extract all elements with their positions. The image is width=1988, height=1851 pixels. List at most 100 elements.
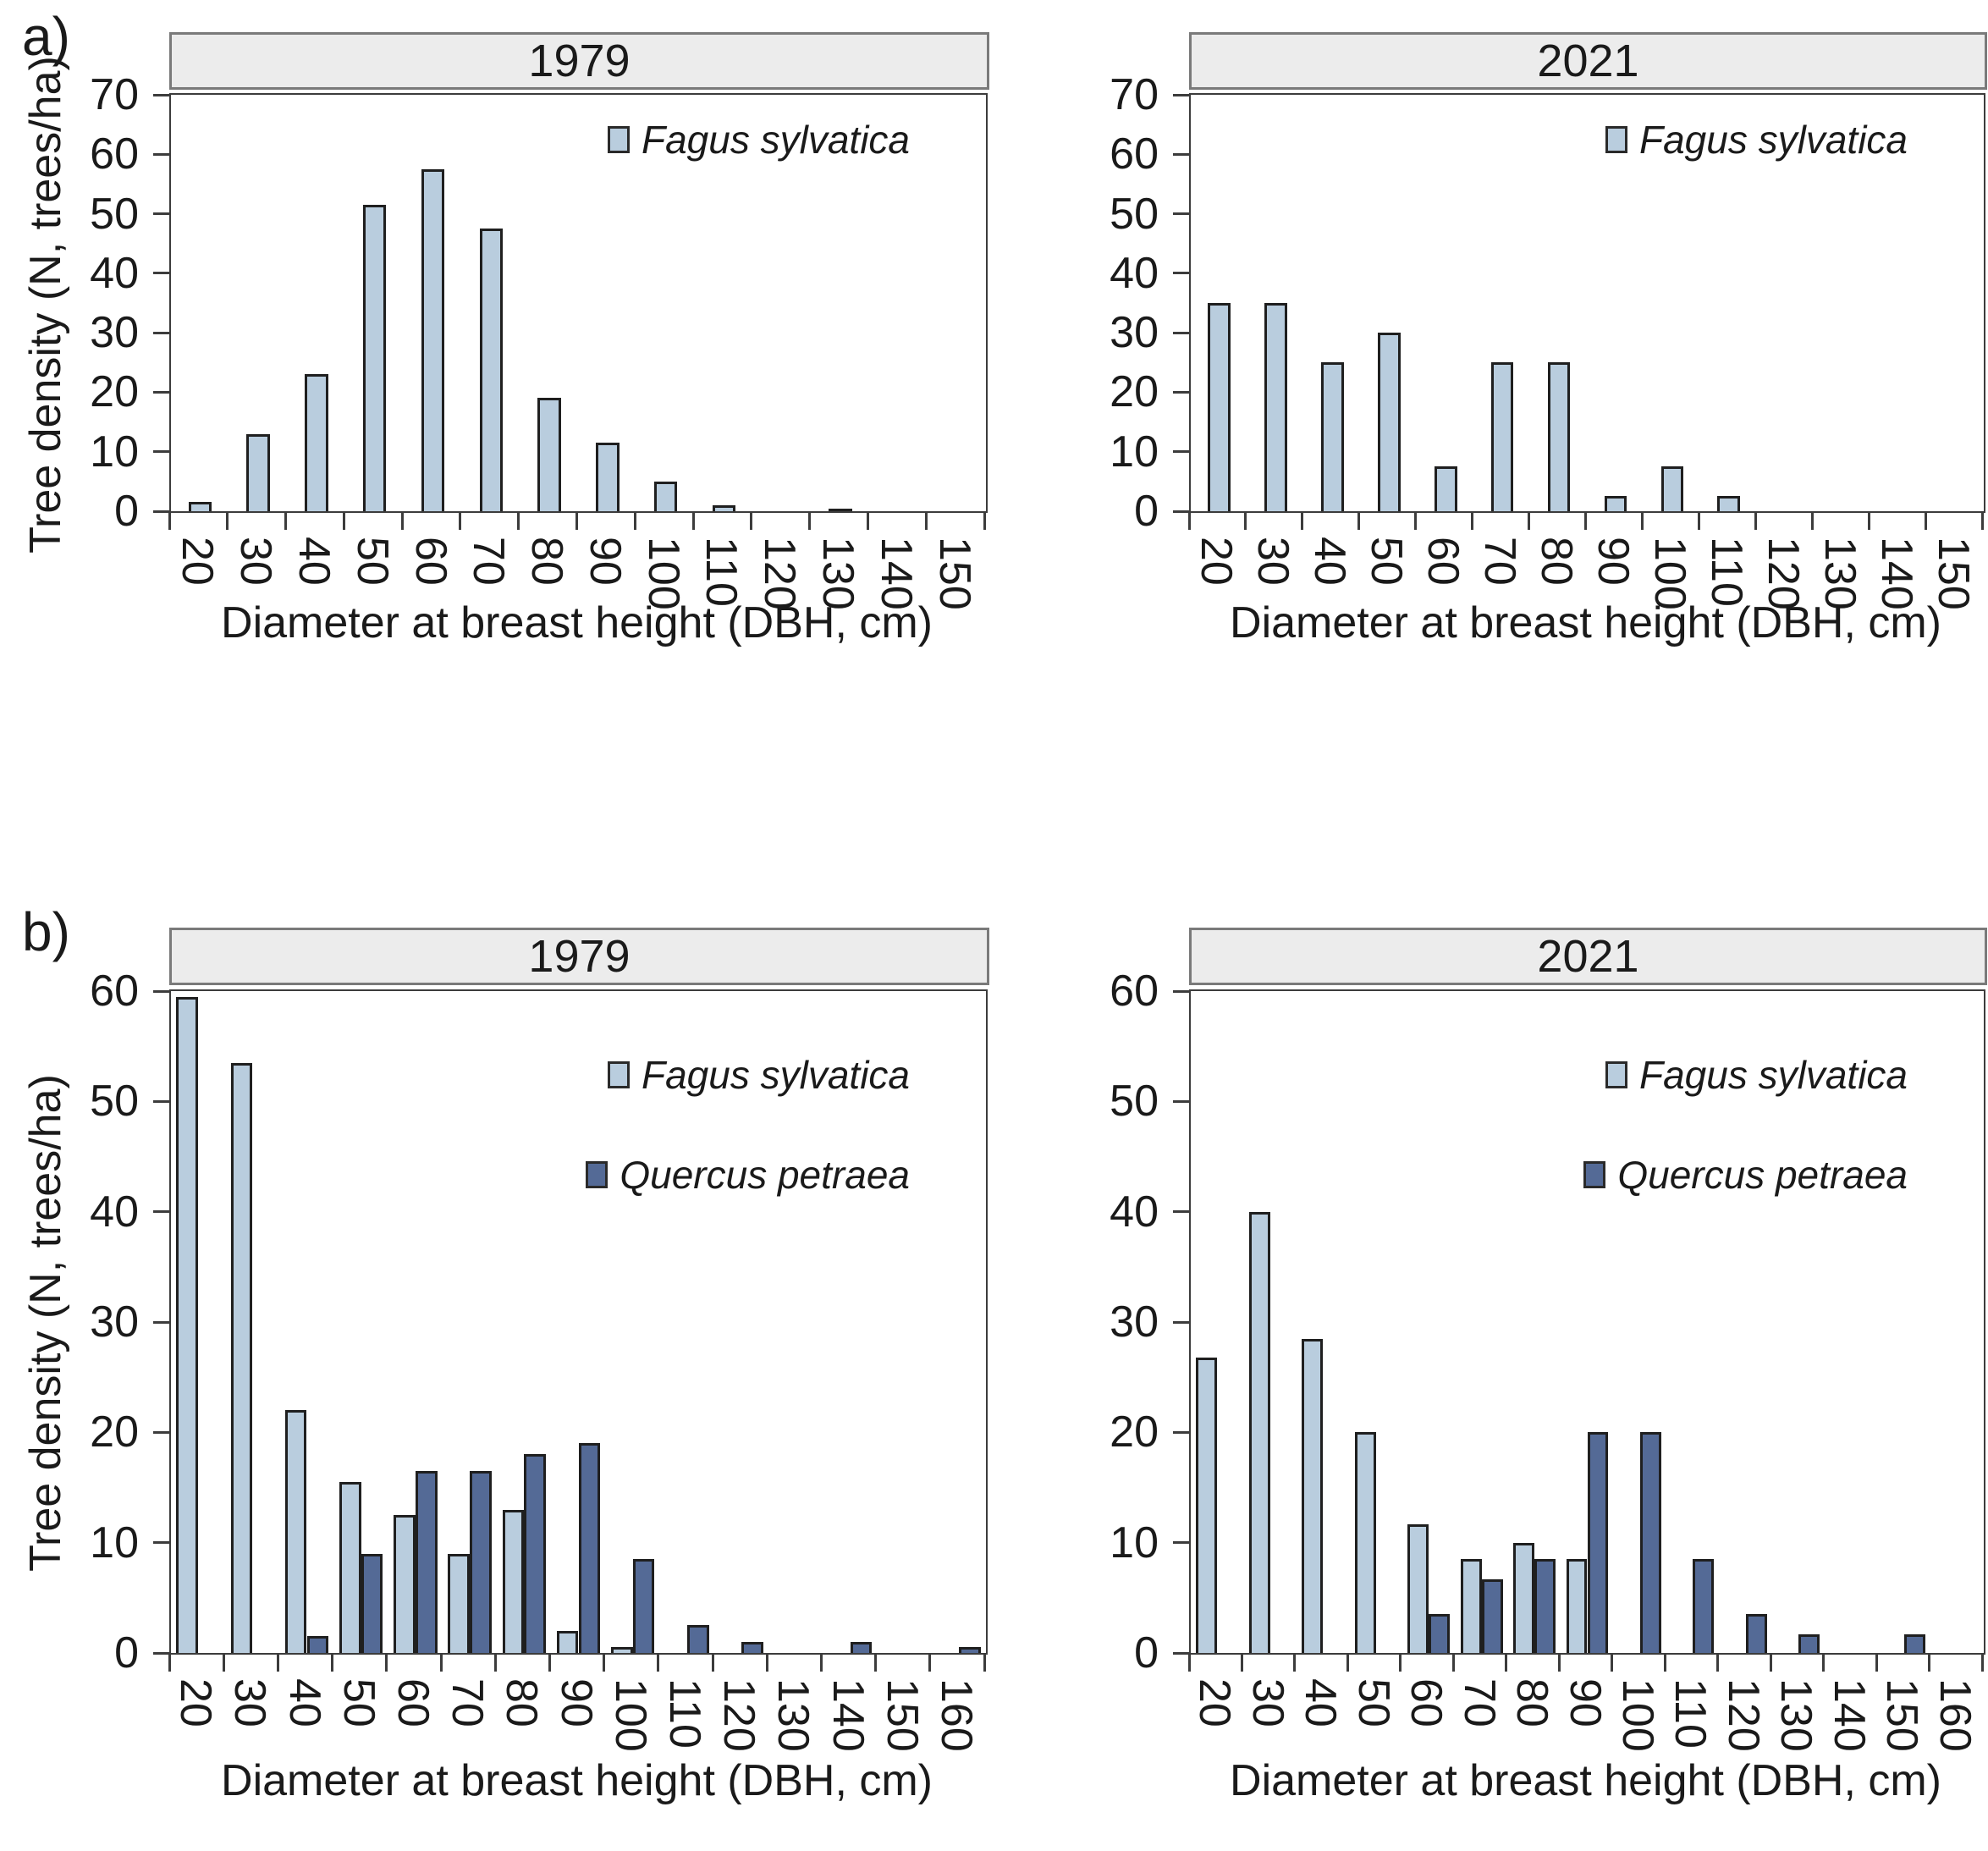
y-tick: [153, 272, 169, 275]
x-tick: [657, 1655, 660, 1672]
y-tick-label: 30: [90, 308, 139, 358]
x-tick-label: 40: [1296, 1678, 1346, 1727]
bar: [1604, 496, 1627, 511]
x-tick: [1244, 513, 1247, 530]
bar: [632, 1559, 655, 1653]
bar: [1566, 1559, 1588, 1653]
bar: [306, 1636, 329, 1653]
x-tick-label: 110: [659, 1678, 709, 1749]
y-tick: [153, 1541, 169, 1545]
legend: Fagus sylvatica Quercus petraea: [586, 1052, 910, 1198]
x-tick: [1414, 513, 1418, 530]
x-tick-label: 150: [877, 1678, 927, 1752]
x-tick: [1505, 1655, 1508, 1672]
x-tick-label: 70: [1475, 537, 1525, 586]
bar: [1264, 303, 1287, 511]
panel-title: 2021: [1537, 931, 1639, 982]
x-tick-label: 70: [464, 537, 514, 586]
x-tick: [691, 513, 695, 530]
y-tick-label: 70: [90, 70, 139, 119]
x-tick: [1716, 1655, 1720, 1672]
x-tick: [517, 513, 520, 530]
x-tick-label: 120: [714, 1678, 764, 1752]
y-tick-label: 20: [90, 1408, 139, 1457]
legend-swatch-icon: [1605, 1061, 1627, 1088]
legend-entry: Quercus petraea: [586, 1152, 910, 1198]
bar: [361, 1553, 383, 1653]
y-tick-label: 60: [90, 129, 139, 179]
y-tick-label: 10: [90, 427, 139, 477]
row-a: a) Tree density (N, trees/ha) 1979 Fagus…: [0, 0, 1988, 894]
y-tick: [1173, 1430, 1189, 1434]
bar: [1513, 1542, 1535, 1653]
x-tick-label: 50: [347, 537, 397, 586]
y-tick-label: 30: [1110, 1297, 1159, 1347]
x-tick: [983, 513, 986, 530]
x-tick: [1611, 1655, 1614, 1672]
bar: [1717, 496, 1741, 511]
x-tick: [1187, 513, 1191, 530]
y-tick: [153, 1210, 169, 1214]
x-tick: [548, 1655, 551, 1672]
y-tick-label: 60: [90, 967, 139, 1016]
legend-swatch-icon: [607, 1061, 630, 1088]
x-tick: [276, 1655, 279, 1672]
y-tick-label: 40: [90, 248, 139, 298]
x-tick: [168, 513, 171, 530]
x-tick-label: 90: [551, 1678, 601, 1727]
x-tick-label: 150: [1877, 1678, 1927, 1752]
bar: [829, 508, 852, 511]
bar: [188, 502, 212, 511]
y-tick: [153, 989, 169, 993]
x-tick: [750, 513, 753, 530]
bar: [479, 229, 504, 511]
x-tick-label: 130: [768, 1678, 818, 1752]
x-tick: [1663, 1655, 1666, 1672]
x-tick: [493, 1655, 497, 1672]
x-tick-label: 50: [1348, 1678, 1398, 1727]
x-tick: [1875, 1655, 1878, 1672]
y-tick-label: 30: [1110, 308, 1159, 358]
x-tick: [385, 1655, 388, 1672]
x-tick-label: 140: [1824, 1678, 1874, 1752]
x-tick: [331, 1655, 334, 1672]
y-tick-label: 50: [90, 1077, 139, 1127]
bar: [1377, 333, 1401, 511]
x-tick: [866, 513, 869, 530]
panel-a-2021: 2021 Fagus sylvatica 0 10 20 30 40 50 60 70 20 3…: [1109, 0, 1988, 894]
x-tick: [342, 513, 345, 530]
x-tick: [1810, 513, 1814, 530]
y-tick-label: 60: [1110, 129, 1159, 179]
bar: [246, 433, 270, 511]
plot-area: Fagus sylvatica 0 10 20 30 40 50 60 70: [1110, 72, 1985, 534]
y-tick: [1173, 1320, 1189, 1324]
x-tick-label: 20: [1190, 1678, 1240, 1727]
bar: [362, 205, 387, 511]
row-b-label: b): [22, 901, 70, 962]
legend-entry: Fagus sylvatica: [1605, 117, 1908, 163]
x-tick: [1769, 1655, 1772, 1672]
x-tick: [765, 1655, 768, 1672]
y-tick-label: 40: [1110, 1187, 1159, 1237]
y-tick: [1173, 1541, 1189, 1545]
y-tick: [1173, 390, 1189, 394]
bar: [1693, 1559, 1715, 1653]
x-tick-label: 120: [1718, 1678, 1768, 1752]
bar: [1429, 1614, 1451, 1653]
bar: [686, 1625, 709, 1653]
bar: [1660, 466, 1684, 511]
x-tick: [1867, 513, 1870, 530]
x-tick-label: 40: [279, 1678, 329, 1727]
row-b: b) Tree density (N, trees/ha) 1979 Fagus…: [0, 895, 1988, 1851]
bar: [1904, 1633, 1926, 1653]
bar: [1248, 1211, 1270, 1653]
x-tick: [1822, 1655, 1826, 1672]
x-tick: [222, 1655, 225, 1672]
panel-title-band: 2021: [1189, 32, 1987, 90]
legend-swatch-icon: [586, 1161, 609, 1188]
legend-label: Fagus sylvatica: [641, 118, 910, 162]
y-tick: [153, 390, 169, 394]
bar: [1302, 1338, 1324, 1653]
x-tick: [1187, 1655, 1191, 1672]
